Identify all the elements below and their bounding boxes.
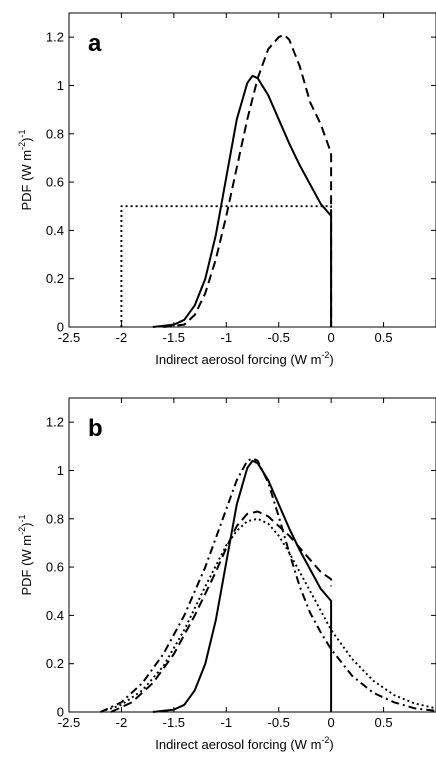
x-tick-label: -1 [221,330,233,345]
x-axis-label-tail: ) [329,352,333,367]
y-tick-label: 1 [57,463,64,478]
plot-frame [68,397,436,713]
y-axis-label-text: PDF (W m [19,535,34,596]
x-tick-label: 0 [328,330,335,345]
y-tick-label: 1 [57,78,64,93]
panel-label: a [88,30,102,57]
x-axis-label: Indirect aerosol forcing (W m-2) [155,735,334,752]
x-tick-label: -1.5 [163,715,185,730]
series-dashed-line [163,33,333,328]
y-tick-label: 0.8 [46,126,64,141]
x-tick-label: -2 [116,715,128,730]
x-tick-label: -2.5 [58,330,80,345]
y-tick-label: 1.2 [46,415,64,430]
series-solid-line [152,74,333,328]
x-tick-label: -1 [221,715,233,730]
panel-b: -2.5 -2 -1.5 -1 -0.5 0 0.5 0 0.2 0.4 0.6 0.8 1 1.2 b In… [17,397,436,752]
series-dotted-line [120,205,333,327]
panel-label: b [88,415,103,442]
y-tick-label: 0.4 [46,608,64,623]
x-axis-label-superscript: -2 [321,735,329,745]
y-axis-label-superscript: -2 [17,527,27,535]
y-axis-label: PDF (W m-2)-1 [17,129,34,210]
y-axis-label-mid: ) [19,523,34,527]
series-dashdot-line [100,457,436,713]
y-axis-label-text: PDF (W m [19,150,34,211]
x-tick-label: 0.5 [375,715,393,730]
y-axis-label-mid: ) [19,138,34,142]
x-axis-label: Indirect aerosol forcing (W m-2) [155,350,334,367]
y-axis-label: PDF (W m-2)-1 [17,514,34,595]
y-axis-label-superscript: -1 [17,129,27,137]
panel-a: -2.5 -2 -1.5 -1 -0.5 0 0.5 0 0.2 0.4 0.6 0.8 1 1.2 a In… [17,12,436,367]
x-axis-label-superscript: -2 [321,350,329,360]
y-tick-label: 1.2 [46,30,64,45]
y-axis-label-superscript: -2 [17,142,27,150]
series-dashed-line [110,510,333,713]
y-tick-label: 0.4 [46,223,64,238]
x-axis-label-tail: ) [329,737,333,752]
y-axis-label-superscript: -1 [17,514,27,522]
x-axis-label-text: Indirect aerosol forcing (W m [155,737,321,752]
y-tick-label: 0.6 [46,560,64,575]
x-tick-label: 0 [328,715,335,730]
x-axis-label-text: Indirect aerosol forcing (W m [155,352,321,367]
y-tick-label: 0 [57,320,64,335]
x-tick-label: 0.5 [375,330,393,345]
x-tick-label: -0.5 [268,715,290,730]
x-tick-label: -0.5 [268,330,290,345]
x-tick-label: -1.5 [163,330,185,345]
x-tick-label: -2.5 [58,715,80,730]
x-tick-label: -2 [116,330,128,345]
series-solid-line [152,459,333,713]
y-tick-label: 0.2 [46,271,64,286]
plot-frame [68,12,436,328]
series-dotted-line [100,517,436,713]
y-tick-label: 0.2 [46,656,64,671]
y-tick-label: 0 [57,705,64,720]
y-tick-label: 0.8 [46,511,64,526]
y-tick-label: 0.6 [46,175,64,190]
